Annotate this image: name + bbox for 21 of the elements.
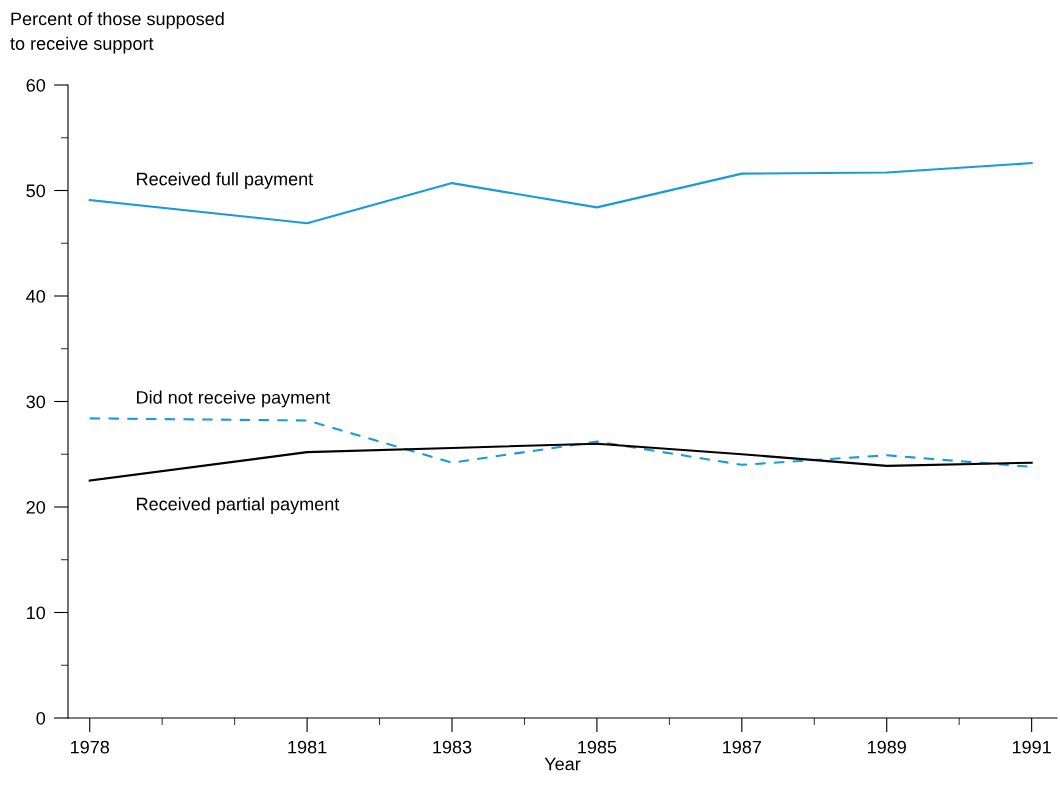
y-tick-label: 0 (36, 711, 46, 725)
y-tick-label: 20 (26, 500, 46, 514)
series-label: Received partial payment (137, 497, 340, 515)
x-tick-label: 1987 (723, 740, 761, 754)
x-tick-label: 1983 (433, 740, 472, 754)
y-tick-label: 10 (27, 606, 46, 620)
x-tick-label: 1991 (1012, 740, 1051, 754)
x-axis-title: Year (544, 757, 581, 771)
x-tick-label: 1985 (578, 740, 617, 754)
y-tick-label: 50 (26, 184, 46, 198)
series-label: Did not receive payment (137, 390, 331, 408)
line-series (88, 442, 1033, 482)
y-tick-label: 30 (26, 395, 46, 409)
x-tick-label: 1989 (868, 740, 906, 754)
x-tick-label: 1978 (71, 740, 110, 754)
y-tick-label: 60 (26, 78, 46, 92)
x-tick-label: 1981 (288, 740, 327, 754)
series-label: Received full payment (137, 172, 314, 189)
line-series (88, 162, 1033, 225)
y-axis-title: Percent of those supposed to receive support (10, 12, 224, 54)
y-tick-label: 40 (26, 289, 46, 303)
